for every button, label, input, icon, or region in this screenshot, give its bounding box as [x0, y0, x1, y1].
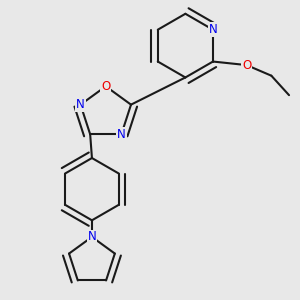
- Text: O: O: [101, 80, 110, 93]
- Text: N: N: [208, 23, 217, 36]
- Text: N: N: [117, 128, 126, 141]
- Text: N: N: [76, 98, 85, 111]
- Text: N: N: [88, 230, 96, 243]
- Text: O: O: [242, 58, 251, 72]
